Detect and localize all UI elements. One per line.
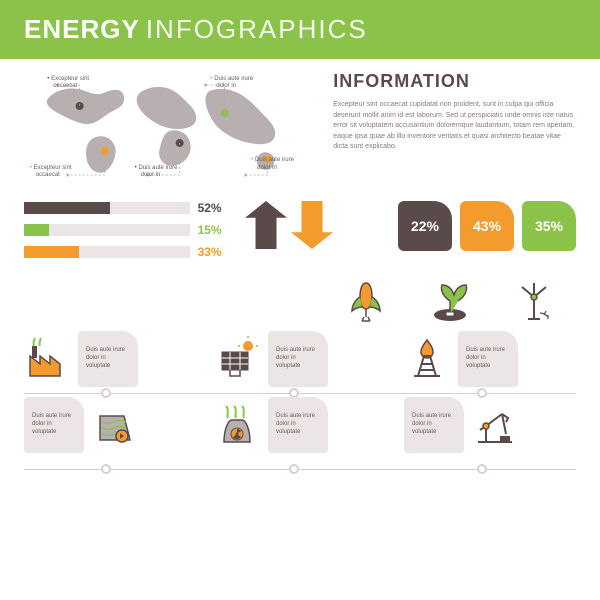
arrow-up-icon — [245, 201, 287, 249]
grid-cell: Duis aute iruredolor involuptate — [24, 397, 196, 453]
info-tile: Duis aute iruredolor involuptate — [78, 331, 138, 387]
energy-sources-grid: Duis aute iruredolor involuptate Duis aut… — [24, 331, 576, 453]
solar-panel-icon — [214, 336, 260, 382]
bar-row: 52% — [24, 201, 222, 215]
leaf-percentages: 22%43%35% — [356, 201, 576, 251]
arrows-block — [240, 201, 339, 249]
plant-energy-icon — [428, 279, 472, 323]
info-tile: Duis aute iruredolor involuptate — [458, 331, 518, 387]
info-title: INFORMATION — [333, 71, 576, 92]
leaf-stat: 22% — [398, 201, 452, 251]
map-callout: • Excepteur sintoccaecat — [47, 76, 89, 90]
bar-row: 33% — [24, 245, 222, 259]
hydro-dam-icon — [92, 402, 138, 448]
leaf-stat: 43% — [460, 201, 514, 251]
bar-row: 15% — [24, 223, 222, 237]
grid-cell: Duis aute iruredolor involuptate — [24, 331, 196, 387]
world-map-block: • Excepteur sintoccaecat • Duis aute irur… — [24, 71, 315, 191]
grid-cell: Duis aute iruredolor involuptate — [404, 331, 576, 387]
info-text: Excepteur sint occaecat cupidatat non pr… — [333, 100, 576, 153]
info-tile: Duis aute iruredolor involuptate — [268, 331, 328, 387]
wind-turbine-icon — [512, 279, 556, 323]
map-callout: • Duis aute iruredolor in — [210, 76, 253, 90]
nuclear-plant-icon — [214, 402, 260, 448]
map-callout: • Excepteur sintoccaecat — [30, 165, 72, 179]
information-block: INFORMATION Excepteur sint occaecat cupi… — [333, 71, 576, 191]
map-callout: • Duis aute iruredolor in — [135, 165, 178, 179]
grid-cell: Duis aute iruredolor involuptate — [404, 397, 576, 453]
gas-derrick-icon — [404, 336, 450, 382]
info-tile: Duis aute iruredolor involuptate — [404, 397, 464, 453]
factory-icon — [24, 336, 70, 382]
grid-cell: Duis aute iruredolor involuptate — [214, 331, 386, 387]
oil-pump-icon — [472, 402, 518, 448]
info-tile: Duis aute iruredolor involuptate — [24, 397, 84, 453]
leaf-stat: 35% — [522, 201, 576, 251]
map-callout: • Duis aute iruredolor in — [251, 157, 294, 171]
arrow-down-icon — [291, 201, 333, 249]
title-bold: ENERGY — [24, 14, 140, 45]
grid-cell: Duis aute iruredolor involuptate — [214, 397, 386, 453]
title-light: INFOGRAPHICS — [146, 14, 368, 45]
bar-chart: 52% 15% 33% — [24, 201, 222, 267]
header-banner: ENERGY INFOGRAPHICS — [0, 0, 600, 59]
corn-biofuel-icon — [344, 279, 388, 323]
energy-trio-icons — [24, 279, 576, 323]
info-tile: Duis aute iruredolor involuptate — [268, 397, 328, 453]
